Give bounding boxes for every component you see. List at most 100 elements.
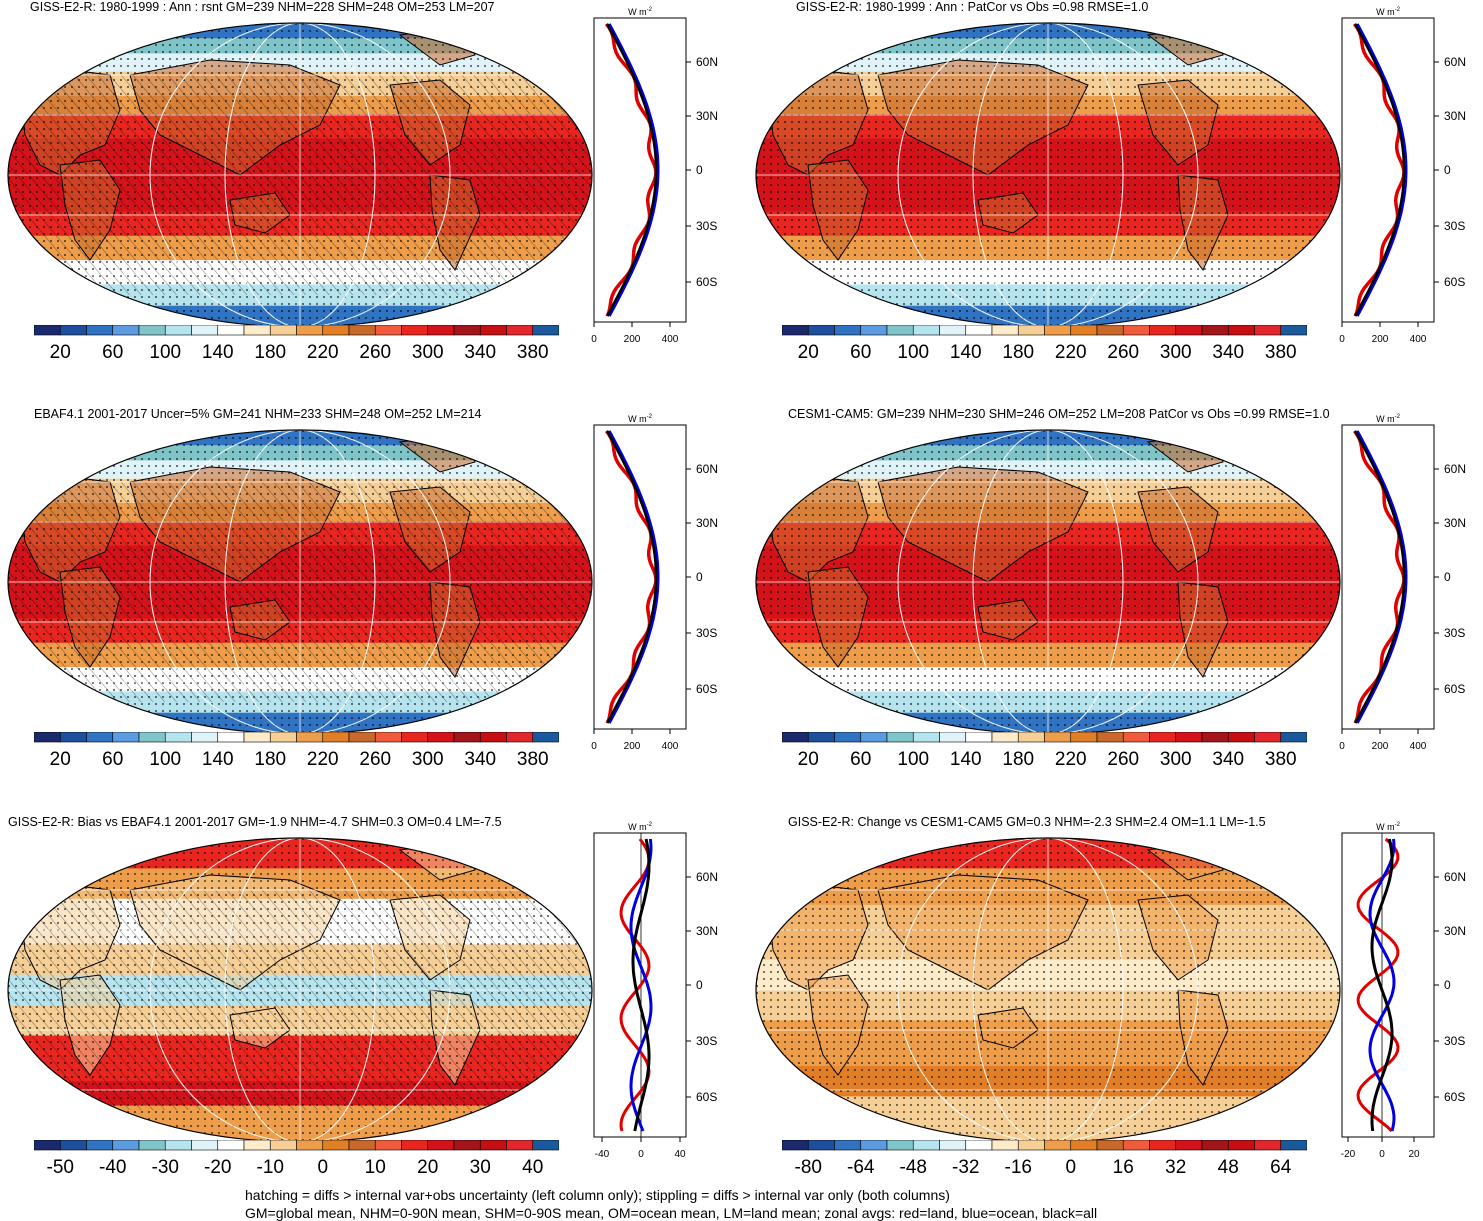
colorbar-tick-label: -48 — [900, 1157, 927, 1178]
zonal-line-ocean — [629, 838, 653, 1132]
colorbar-tick-label: 20 — [50, 749, 71, 770]
zonal-lat-label: 60S — [1444, 682, 1465, 696]
zonal-line-ocean — [607, 23, 660, 317]
zonal-lat-label: 60N — [696, 55, 718, 69]
panel-cesm: CESM1-CAM5: GM=239 NHM=230 SHM=246 OM=25… — [748, 407, 1483, 812]
panel-change: GISS-E2-R: Change vs CESM1-CAM5 GM=0.3 N… — [748, 815, 1483, 1220]
panel-model-climatology: GISS-E2-R: 1980-1999 : Ann : rsnt GM=239… — [0, 0, 740, 405]
colorbar-swatch — [1149, 732, 1177, 743]
colorbar-swatch — [1201, 732, 1229, 743]
zonal-lat-label: 0 — [1444, 978, 1451, 992]
colorbar-tick-label: 380 — [1265, 749, 1297, 770]
colorbar-swatch — [296, 732, 324, 743]
colorbar-tick-label: 140 — [202, 342, 234, 363]
zonal-line-ocean — [1355, 430, 1408, 724]
zonal-plot: W m-2 60N 30N 0 30S 60S 0 200 400 — [591, 7, 718, 345]
colorbar-swatch — [991, 325, 1019, 336]
panel-title: GISS-E2-R: 1980-1999 : Ann : PatCor vs O… — [796, 0, 1149, 14]
colorbar-swatch — [506, 325, 534, 336]
colorbar-tick-label: 20 — [798, 342, 819, 363]
colorbar-swatch — [1254, 325, 1282, 336]
zonal-tick-label: 0 — [638, 1149, 644, 1160]
colorbar-swatch — [243, 325, 271, 336]
colorbar-tick-label: 260 — [1107, 749, 1139, 770]
zonal-lat-label: 60N — [696, 870, 718, 884]
colorbar-tick-label: 20 — [798, 749, 819, 770]
colorbar-swatch — [138, 1140, 166, 1151]
zonal-plot: W m-2 60N 30N 0 30S 60S 0 200 400 — [1339, 7, 1466, 345]
zonal-unit: W m-2 — [628, 7, 652, 17]
zonal-tick-label: 400 — [662, 741, 679, 752]
colorbar-swatch — [532, 1140, 559, 1151]
colorbar-swatch — [374, 1140, 402, 1151]
zonal-tick-label: 0 — [1379, 1149, 1385, 1160]
colorbar-swatch — [86, 1140, 114, 1151]
zonal-lat-label: 60S — [696, 275, 717, 289]
colorbar-abs: 2060100140180220260300340380420 — [34, 325, 559, 363]
colorbar-tick-label: 300 — [1160, 342, 1192, 363]
colorbar-swatch — [991, 732, 1019, 743]
colorbar-tick-label: 180 — [1002, 342, 1034, 363]
colorbar-swatch — [807, 325, 835, 336]
colorbar-swatch — [860, 732, 888, 743]
colorbar-swatch — [191, 1140, 219, 1151]
zonal-tick-label: 0 — [591, 741, 597, 752]
colorbar-tick-label: 140 — [950, 342, 982, 363]
colorbar-tick-label: -80 — [795, 1157, 822, 1178]
colorbar-swatch — [782, 325, 809, 336]
panel-title: GISS-E2-R: Bias vs EBAF4.1 2001-2017 GM=… — [8, 815, 502, 829]
zonal-lat-label: 0 — [1444, 570, 1451, 584]
colorbar-swatch — [912, 1140, 940, 1151]
colorbar-swatch — [1070, 325, 1098, 336]
colorbar-swatch — [912, 325, 940, 336]
colorbar-tick-label: 20 — [417, 1157, 438, 1178]
colorbar-swatch — [138, 325, 166, 336]
zonal-plot: W m-2 60N 30N 0 30S 60S -40 0 40 — [593, 822, 718, 1160]
colorbar-swatch — [138, 732, 166, 743]
colorbar-swatch — [1070, 732, 1098, 743]
zonal-unit: W m-2 — [1376, 414, 1400, 424]
colorbar-swatch — [965, 1140, 993, 1151]
colorbar-swatch — [1122, 1140, 1150, 1151]
zonal-lat-label: 30S — [696, 219, 717, 233]
zonal-tick-label: 0 — [1339, 741, 1345, 752]
zonal-lat-label: 60N — [1444, 870, 1466, 884]
colorbar-swatch — [1070, 1140, 1098, 1151]
colorbar-tick-label: -32 — [952, 1157, 979, 1178]
map-giss-climatology — [7, 22, 593, 328]
colorbar-swatch — [374, 732, 402, 743]
colorbar-tick-label: 140 — [202, 749, 234, 770]
colorbar-swatch — [939, 325, 967, 336]
zonal-lat-label: 30N — [696, 924, 718, 938]
colorbar-swatch — [269, 325, 297, 336]
zonal-lat-label: 0 — [696, 163, 703, 177]
zonal-lat-label: 30S — [1444, 626, 1465, 640]
colorbar-swatch — [479, 732, 507, 743]
colorbar-swatch — [322, 325, 350, 336]
colorbar-swatch — [296, 1140, 324, 1151]
colorbar-tick-label: 180 — [1002, 749, 1034, 770]
colorbar-swatch — [834, 325, 862, 336]
colorbar-swatch — [532, 325, 559, 336]
colorbar-tick-label: 180 — [254, 749, 286, 770]
colorbar-swatch — [401, 1140, 429, 1151]
colorbar-swatch — [886, 732, 914, 743]
colorbar-swatch — [401, 325, 429, 336]
colorbar-swatch — [164, 1140, 192, 1151]
panel-title: CESM1-CAM5: GM=239 NHM=230 SHM=246 OM=25… — [788, 407, 1330, 421]
colorbar-tick-label: 220 — [307, 342, 339, 363]
colorbar-swatch — [34, 1140, 61, 1151]
colorbar-swatch — [453, 1140, 481, 1151]
zonal-tick-label: 0 — [1339, 334, 1345, 345]
colorbar-swatch — [782, 1140, 809, 1151]
colorbar-tick-label: 60 — [102, 749, 123, 770]
zonal-line-all — [606, 430, 658, 724]
colorbar-tick-label: -30 — [152, 1157, 179, 1178]
colorbar-tick-label: 220 — [1055, 342, 1087, 363]
colorbar-tick-label: 380 — [1265, 342, 1297, 363]
colorbar-tick-label: -64 — [847, 1157, 875, 1178]
zonal-plot: W m-2 60N 30N 0 30S 60S 0 200 400 — [1339, 414, 1466, 752]
colorbar-swatch — [453, 325, 481, 336]
zonal-lat-label: 60N — [1444, 462, 1466, 476]
map-cesm — [755, 429, 1341, 735]
